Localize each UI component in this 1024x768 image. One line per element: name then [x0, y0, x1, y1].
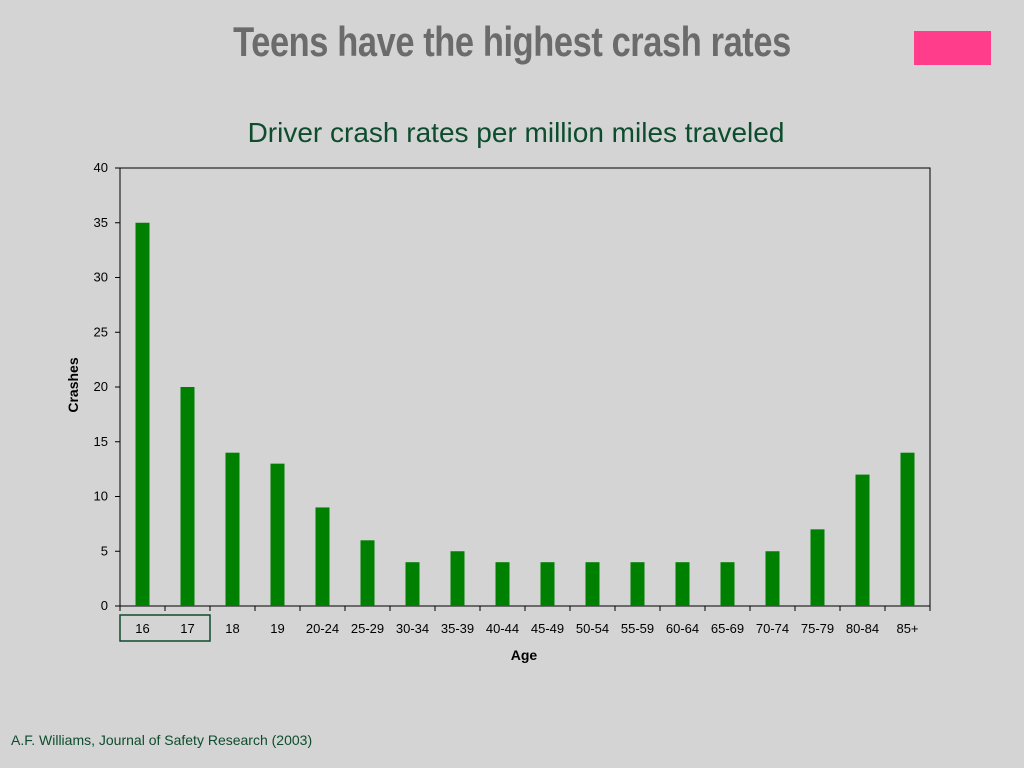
bar-35-39 — [450, 551, 465, 606]
bar-60-64 — [675, 562, 690, 606]
x-tick-label: 65-69 — [711, 621, 744, 636]
slide-title: Teens have the highest crash rates — [233, 18, 791, 65]
bar-30-34 — [405, 562, 420, 606]
teen-highlight-box — [119, 614, 211, 642]
x-tick-label: 75-79 — [801, 621, 834, 636]
x-tick-label: 55-59 — [621, 621, 654, 636]
x-tick-label: 16 — [135, 621, 149, 636]
bar-18 — [225, 452, 240, 606]
x-tick-label: 18 — [225, 621, 239, 636]
bar-70-74 — [765, 551, 780, 606]
y-tick-label: 5 — [101, 543, 108, 558]
bar-50-54 — [585, 562, 600, 606]
y-tick-label: 15 — [94, 434, 108, 449]
x-tick-label: 60-64 — [666, 621, 699, 636]
x-tick-label: 70-74 — [756, 621, 789, 636]
y-axis: 0 5 10 15 20 25 30 35 40 — [94, 160, 120, 613]
bar-20-24 — [315, 507, 330, 606]
bar-75-79 — [810, 529, 825, 606]
x-tick-label: 80-84 — [846, 621, 879, 636]
x-tick-label: 50-54 — [576, 621, 609, 636]
y-tick-label: 25 — [94, 324, 108, 339]
x-tick-label: 45-49 — [531, 621, 564, 636]
y-tick-label: 35 — [94, 215, 108, 230]
x-tick-label: 20-24 — [306, 621, 339, 636]
bar-45-49 — [540, 562, 555, 606]
accent-rectangle — [914, 31, 991, 65]
x-axis: 16 17 18 19 20-24 25-29 30-34 35-39 40-44 45-49 50… — [119, 606, 931, 636]
y-tick-label: 30 — [94, 270, 108, 285]
bar-25-29 — [360, 540, 375, 606]
bar-17 — [180, 387, 195, 606]
bar-40-44 — [495, 562, 510, 606]
y-tick-label: 10 — [94, 489, 108, 504]
x-tick-label: 35-39 — [441, 621, 474, 636]
y-tick-label: 40 — [94, 160, 108, 175]
x-tick-label: 19 — [270, 621, 284, 636]
x-tick-label: 17 — [180, 621, 194, 636]
bar-16 — [135, 222, 150, 606]
x-tick-label: 40-44 — [486, 621, 519, 636]
bar-85+ — [900, 452, 915, 606]
x-axis-title: Age — [511, 647, 538, 663]
bar-80-84 — [855, 474, 870, 606]
x-tick-label: 85+ — [896, 621, 918, 636]
y-tick-label: 0 — [101, 598, 108, 613]
bar-55-59 — [630, 562, 645, 606]
x-tick-label: 25-29 — [351, 621, 384, 636]
x-tick-label: 30-34 — [396, 621, 429, 636]
plot-area-frame — [119, 167, 931, 607]
bar-65-69 — [720, 562, 735, 606]
bars — [135, 222, 915, 606]
y-tick-label: 20 — [94, 379, 108, 394]
citation: A.F. Williams, Journal of Safety Researc… — [11, 732, 313, 748]
chart-title: Driver crash rates per million miles tra… — [247, 117, 785, 148]
bar-19 — [270, 463, 285, 606]
y-axis-title: Crashes — [65, 357, 81, 412]
